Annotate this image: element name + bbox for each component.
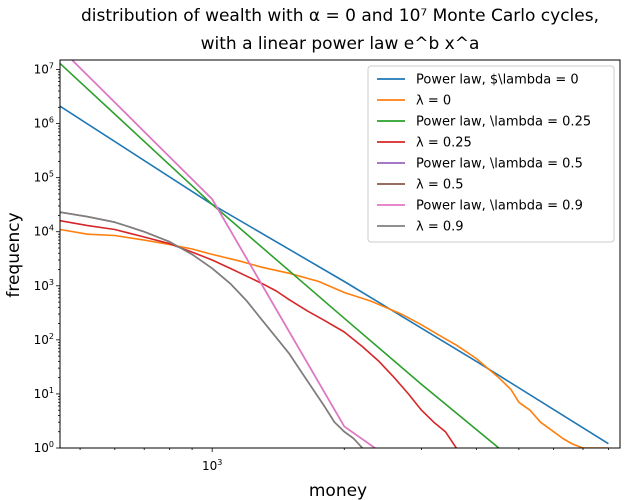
legend-label-3: Power law, \lambda = 0.25 bbox=[416, 115, 591, 130]
chart-title-line-2: with a linear power law e^b x^a bbox=[201, 34, 480, 54]
legend-label-5: Power law, \lambda = 0.5 bbox=[416, 157, 583, 172]
legend-label-8: λ = 0.9 bbox=[416, 220, 464, 235]
series-line-6 bbox=[60, 211, 363, 448]
x-axis-label: money bbox=[309, 481, 367, 500]
legend-label-1: Power law, $\lambda = 0 bbox=[416, 73, 579, 88]
series-group bbox=[60, 60, 609, 448]
y-tick-label: 100 bbox=[34, 440, 54, 455]
y-tick-label: 106 bbox=[34, 116, 54, 131]
y-axis-label: frequency bbox=[4, 212, 24, 297]
series-line-2 bbox=[60, 228, 609, 448]
series-line-7 bbox=[70, 60, 376, 448]
y-tick-label: 101 bbox=[34, 386, 54, 401]
y-tick-label: 103 bbox=[34, 278, 54, 293]
legend-label-2: λ = 0 bbox=[416, 94, 451, 109]
series-line-3 bbox=[60, 62, 500, 448]
series-line-1 bbox=[60, 105, 609, 445]
legend-label-6: λ = 0.5 bbox=[416, 178, 464, 193]
y-tick-label: 102 bbox=[34, 332, 54, 347]
y-tick-label: 107 bbox=[34, 62, 54, 77]
y-tick-label: 104 bbox=[34, 224, 54, 239]
legend-label-7: Power law, \lambda = 0.9 bbox=[416, 199, 583, 214]
y-tick-label: 105 bbox=[34, 170, 54, 185]
series-line-4 bbox=[60, 219, 457, 448]
chart-title-line-1: distribution of wealth with α = 0 and 10… bbox=[81, 6, 599, 26]
plot-area: 100 101 102 103 104 105 106 107 103 Power law, $\… bbox=[34, 59, 621, 473]
axes-frame bbox=[59, 59, 621, 449]
x-tick-label: 103 bbox=[202, 458, 222, 473]
legend-frame bbox=[367, 65, 615, 243]
legend-label-4: λ = 0.25 bbox=[416, 136, 472, 151]
series-line-8 bbox=[60, 211, 363, 448]
legend: Power law, $\lambda = 0 λ = 0 Power law, \… bbox=[367, 65, 615, 243]
